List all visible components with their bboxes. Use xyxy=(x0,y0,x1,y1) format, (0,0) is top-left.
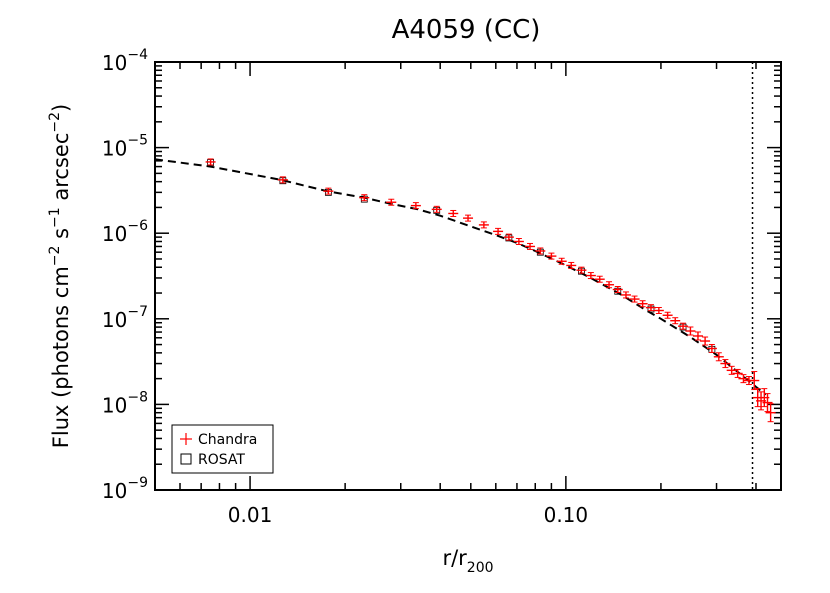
chandra-point xyxy=(700,336,711,346)
chandra-point xyxy=(503,233,514,241)
chandra-point xyxy=(323,187,334,195)
chandra-point xyxy=(576,266,587,274)
model-fit-curve xyxy=(154,158,767,396)
chandra-point xyxy=(525,242,536,250)
chandra-point xyxy=(645,304,656,312)
chandra-point xyxy=(629,295,640,303)
chandra-point xyxy=(386,198,397,206)
chandra-point xyxy=(493,227,504,235)
y-tick-label: 10−5 xyxy=(102,133,148,161)
chandra-point xyxy=(448,209,459,217)
plot-frame xyxy=(154,61,782,491)
chandra-point xyxy=(359,194,370,202)
chandra-point xyxy=(713,352,724,362)
chandra-point xyxy=(692,331,703,341)
chandra-point xyxy=(726,365,737,375)
y-axis-label-part3: arcsec xyxy=(49,133,73,208)
chandra-point xyxy=(205,158,216,166)
chandra-point xyxy=(749,371,760,391)
chandra-point xyxy=(585,272,596,280)
y-axis-label-part4: ) xyxy=(49,104,73,112)
chandra-point xyxy=(670,317,681,325)
y-axis-label: Flux (photons cm−2 s−1 arcsec−2) xyxy=(47,104,73,448)
chandra-point xyxy=(277,176,288,184)
chandra-point xyxy=(720,359,731,369)
chandra-point xyxy=(535,247,546,255)
chandra-point xyxy=(410,202,421,210)
chandra-point xyxy=(556,257,567,265)
chandra-point xyxy=(604,281,615,289)
x-axis-label: r/r200 xyxy=(442,546,493,576)
chandra-point xyxy=(738,374,749,384)
x-axis-label-sub: 200 xyxy=(467,560,494,576)
series-group xyxy=(205,158,776,423)
chandra-point xyxy=(620,291,631,299)
y-axis-label-part1: Flux (photons cm xyxy=(49,266,73,448)
chandra-point xyxy=(732,368,743,378)
chandra-point xyxy=(546,252,557,260)
chandra-point xyxy=(653,307,664,315)
chandra-point xyxy=(431,205,442,213)
y-tick-label: 10−7 xyxy=(102,304,148,332)
chandra-point xyxy=(566,261,577,269)
y-tick-labels: 10−9 10−8 10−7 10−6 10−5 10−4 xyxy=(102,47,148,503)
y-tick-label: 10−8 xyxy=(102,389,148,417)
legend-label-chandra: Chandra xyxy=(198,432,257,448)
chandra-point xyxy=(762,393,773,413)
y-tick-label: 10−4 xyxy=(102,47,148,75)
y-axis-label-exp3: −2 xyxy=(47,112,63,133)
model-curve-group xyxy=(154,158,767,396)
legend-box xyxy=(171,424,274,474)
chandra-point xyxy=(513,237,524,245)
y-axis-label-exp1: −2 xyxy=(47,246,63,267)
legend-square-marker xyxy=(180,453,192,465)
x-tick-labels: 0.01 0.10 xyxy=(228,503,588,527)
x-tick-label: 0.01 xyxy=(228,503,273,527)
chandra-point xyxy=(678,322,689,330)
chandra-point xyxy=(463,214,474,222)
chandra-point xyxy=(765,403,776,423)
legend-label-rosat: ROSAT xyxy=(198,452,245,468)
x-axis-label-base: r/r xyxy=(442,546,467,570)
y-tick-label: 10−6 xyxy=(102,218,148,246)
chandra-point xyxy=(594,275,605,283)
chandra-point xyxy=(612,285,623,293)
chandra-point xyxy=(662,311,673,319)
chandra-point xyxy=(685,326,696,336)
y-axis-label-exp2: −1 xyxy=(47,207,63,228)
y-axis-label-part2: s xyxy=(49,228,73,246)
chandra-point xyxy=(706,343,717,353)
legend: Chandra ROSAT xyxy=(171,424,274,474)
y-tick-label: 10−9 xyxy=(102,475,148,503)
x-tick-label: 0.10 xyxy=(544,503,589,527)
tick-marks xyxy=(154,61,781,491)
chandra-point xyxy=(637,300,648,308)
chandra-point xyxy=(478,221,489,229)
chart-title: A4059 (CC) xyxy=(392,15,541,45)
legend-plus-marker xyxy=(180,433,192,445)
